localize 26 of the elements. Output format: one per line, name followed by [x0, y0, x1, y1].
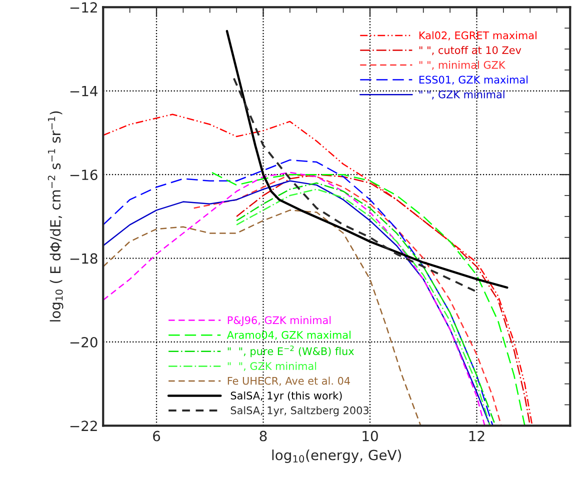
- y-tick-label: −12: [70, 2, 97, 12]
- text: SalSA, 1yr, Saltzberg 2003: [230, 406, 368, 416]
- x-axis-title: log$_{10}$(energy, GeV): [272, 450, 401, 463]
- x-tick-label: 6: [153, 430, 160, 442]
- text: Aramo04, GZK maximal: [226, 330, 350, 340]
- text: SalSA, 1yr (this work): [230, 391, 342, 402]
- text: P&J96, GZK minimal: [228, 316, 331, 326]
- y-tick-label: −20: [70, 336, 98, 348]
- text: ESS01, GZK maximal: [419, 76, 528, 85]
- x-tick-label: 8: [260, 430, 267, 442]
- line-series: [103, 114, 533, 426]
- x-tick-label: 12: [469, 430, 484, 442]
- text: " ", cutoff at 10 Zev: [419, 46, 522, 56]
- line-series: [103, 210, 422, 426]
- y-tick-label: −18: [70, 253, 98, 264]
- text: log$_{10}$ ( E dΦ/dE, cm$^{−2}$ s$^{−1}$ sr$^{−1}$): [48, 111, 64, 322]
- y-tick-label: −14: [70, 86, 98, 96]
- text: " ", GZK minimal: [419, 90, 504, 100]
- x-tick-label: 10: [362, 430, 378, 442]
- text: " ", minimal GZK: [419, 60, 506, 70]
- y-tick-label: −22: [70, 420, 97, 431]
- text: " ", pure E$^{−2}$ (W&B) flux: [228, 346, 354, 358]
- text: Fe UHECR, Ave et al. 04: [228, 376, 350, 386]
- text: " ", GZK minimal: [228, 362, 316, 372]
- text: Kal02, EGRET maximal: [419, 31, 536, 40]
- y-tick-label: −16: [70, 170, 98, 180]
